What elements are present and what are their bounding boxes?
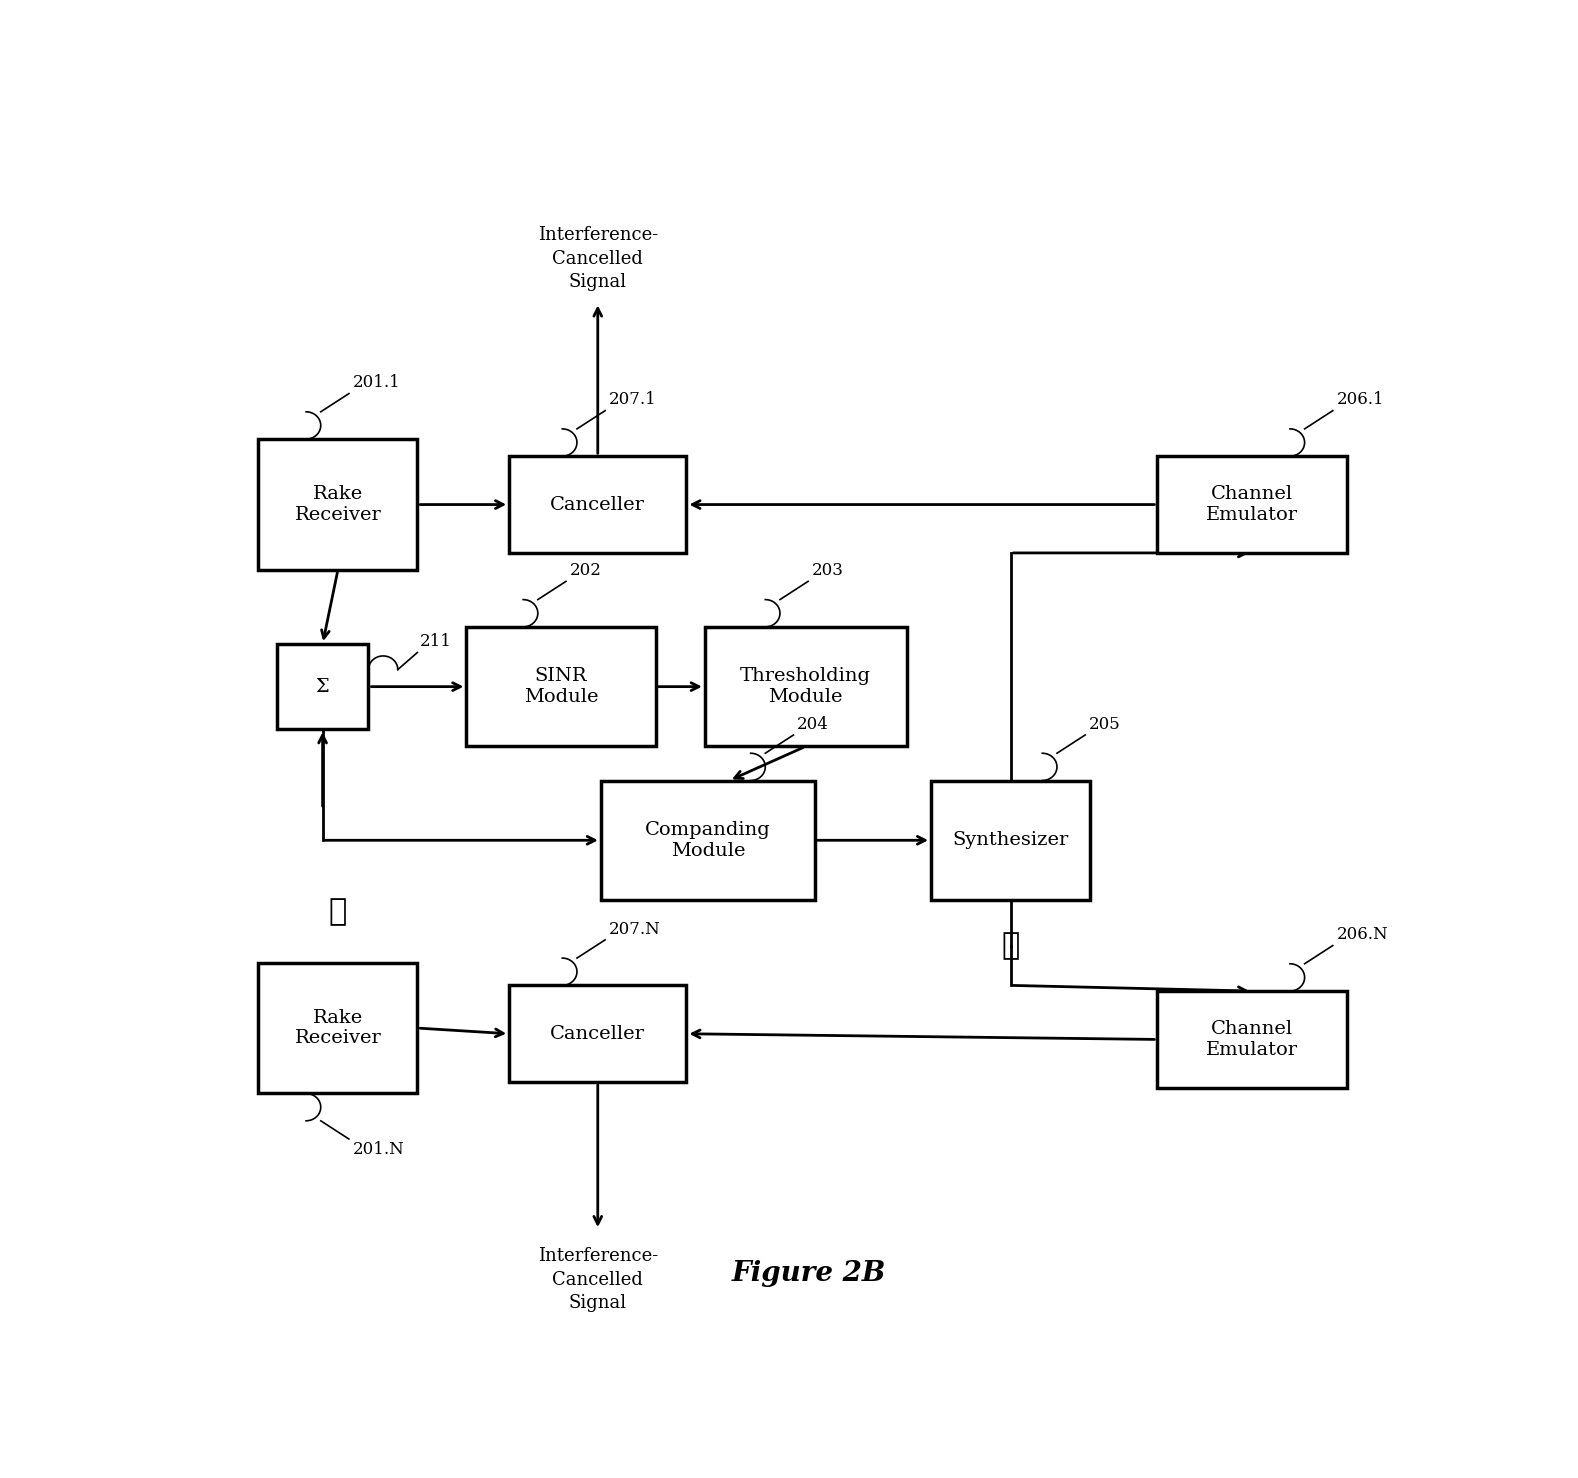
FancyBboxPatch shape xyxy=(510,986,686,1082)
FancyBboxPatch shape xyxy=(510,457,686,553)
FancyBboxPatch shape xyxy=(1157,457,1348,553)
Text: 204: 204 xyxy=(797,715,828,733)
Text: 207.N: 207.N xyxy=(609,921,661,937)
Text: 206.N: 206.N xyxy=(1337,927,1389,943)
Text: Rake
Receiver: Rake Receiver xyxy=(295,485,382,525)
Text: Companding
Module: Companding Module xyxy=(645,820,770,860)
Text: 205: 205 xyxy=(1089,715,1120,733)
Text: 201.N: 201.N xyxy=(352,1141,404,1159)
FancyBboxPatch shape xyxy=(1157,992,1348,1088)
FancyBboxPatch shape xyxy=(259,962,417,1094)
Text: 207.1: 207.1 xyxy=(609,392,656,408)
Text: ⋮: ⋮ xyxy=(1002,930,1019,961)
Text: SINR
Module: SINR Module xyxy=(524,667,598,706)
Text: 202: 202 xyxy=(570,562,601,579)
FancyBboxPatch shape xyxy=(931,780,1090,900)
Text: Channel
Emulator: Channel Emulator xyxy=(1206,1020,1299,1058)
Text: Interference-
Cancelled
Signal: Interference- Cancelled Signal xyxy=(538,226,658,291)
FancyBboxPatch shape xyxy=(276,644,369,729)
Text: Rake
Receiver: Rake Receiver xyxy=(295,1008,382,1048)
Text: Σ: Σ xyxy=(316,677,330,696)
Text: Canceller: Canceller xyxy=(551,1024,645,1043)
Text: Thresholding
Module: Thresholding Module xyxy=(740,667,871,706)
Text: Channel
Emulator: Channel Emulator xyxy=(1206,485,1299,525)
Text: Figure 2B: Figure 2B xyxy=(732,1259,885,1287)
Text: Synthesizer: Synthesizer xyxy=(953,831,1068,850)
FancyBboxPatch shape xyxy=(259,439,417,571)
Text: 203: 203 xyxy=(811,562,844,579)
FancyBboxPatch shape xyxy=(467,627,656,746)
Text: Canceller: Canceller xyxy=(551,495,645,513)
Text: Interference-
Cancelled
Signal: Interference- Cancelled Signal xyxy=(538,1247,658,1312)
Text: ⋮: ⋮ xyxy=(328,896,347,927)
Text: 206.1: 206.1 xyxy=(1337,392,1384,408)
Text: 211: 211 xyxy=(420,633,451,650)
Text: 201.1: 201.1 xyxy=(352,374,401,392)
FancyBboxPatch shape xyxy=(705,627,906,746)
FancyBboxPatch shape xyxy=(601,780,814,900)
